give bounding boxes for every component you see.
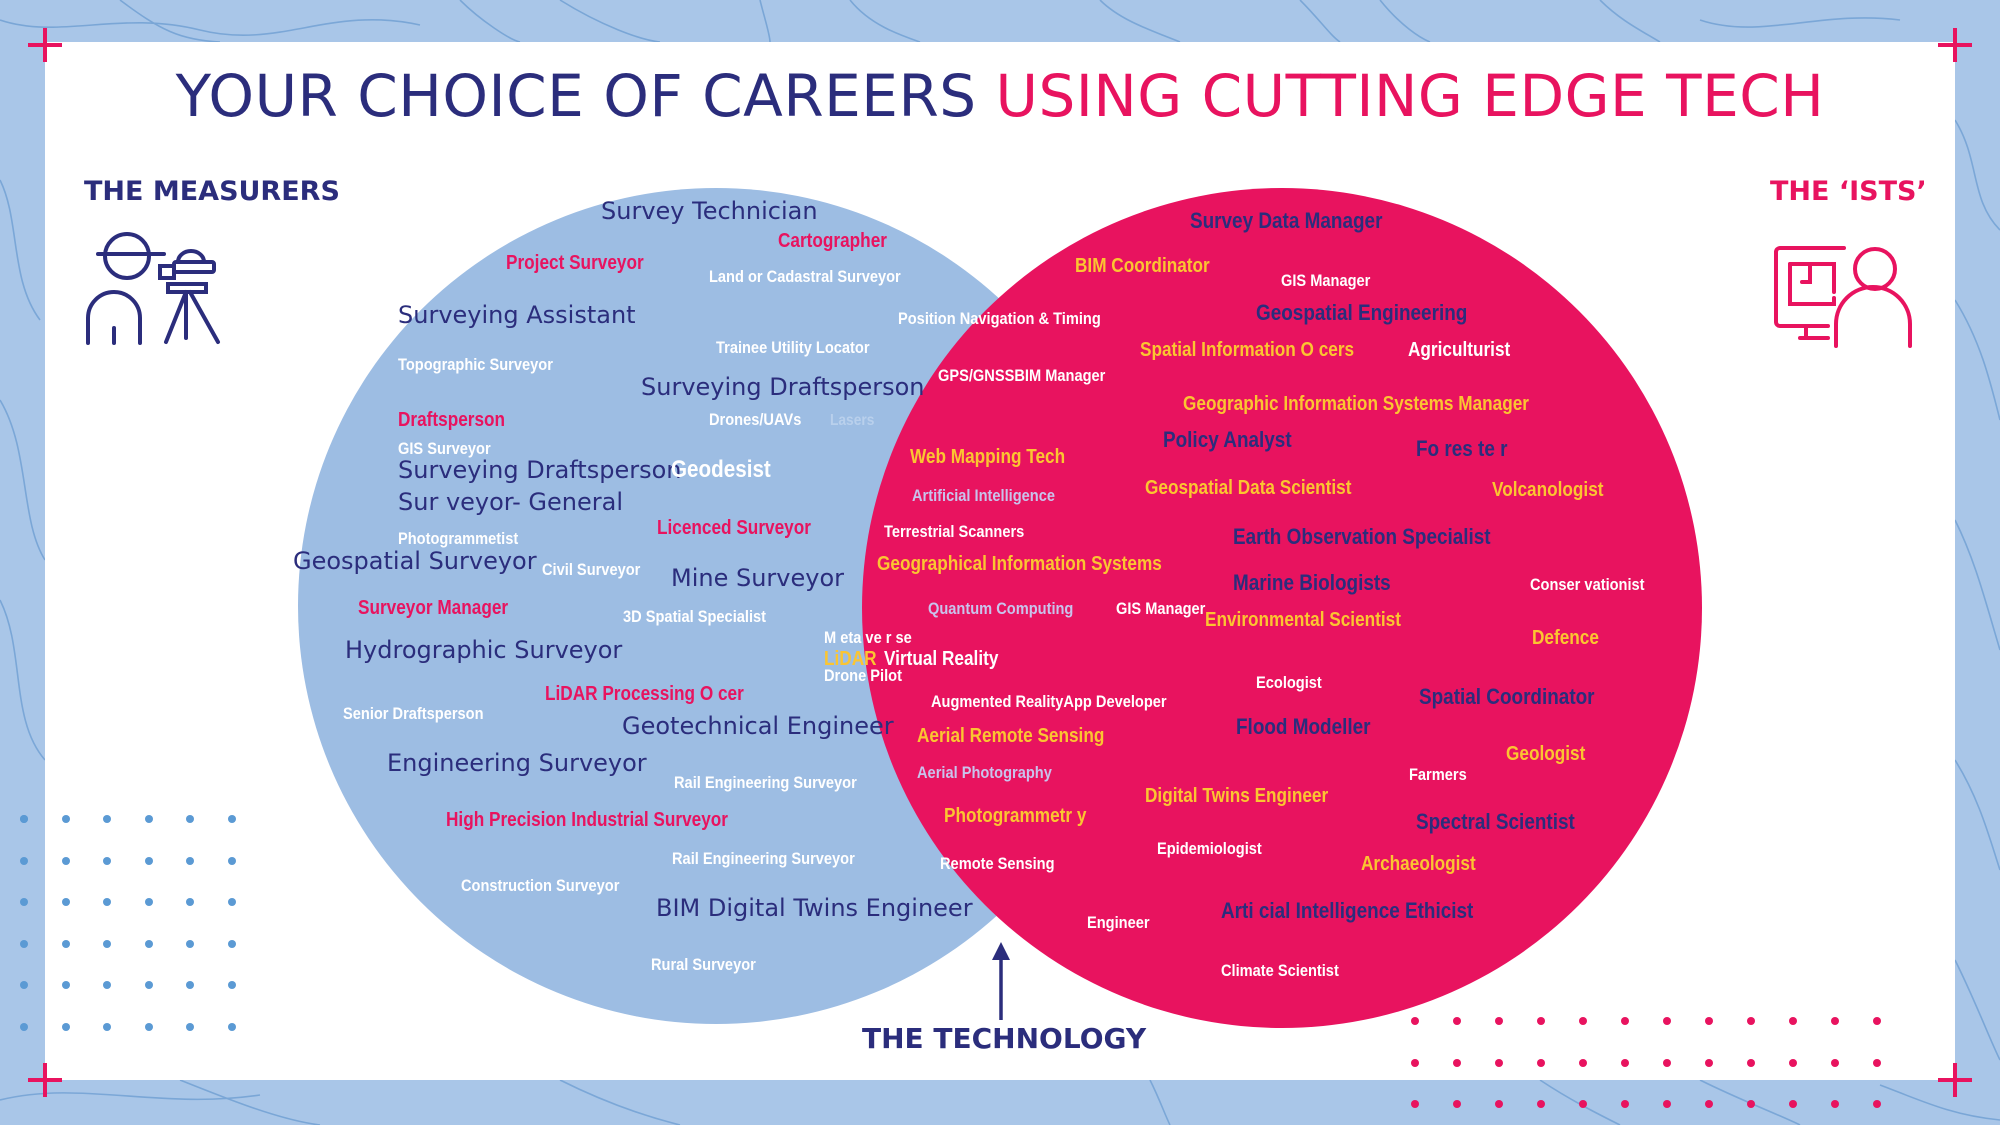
career-label: Earth Observation Specialist	[1233, 524, 1491, 550]
career-label: Project Surveyor	[506, 252, 644, 274]
career-label: Geodesist	[671, 455, 771, 483]
career-label: GIS Surveyor	[398, 439, 491, 459]
career-label: Hydrographic Surveyor	[345, 635, 623, 664]
career-label: Photogrammetist	[398, 529, 519, 549]
career-label: Geospatial Engineering	[1256, 300, 1468, 326]
career-label: Draftsperson	[398, 409, 506, 431]
career-label: Climate Scientist	[1221, 961, 1339, 981]
career-label: Marine Biologists	[1233, 570, 1391, 596]
career-label: LiDAR	[824, 648, 877, 670]
corner-cross-icon	[1938, 1063, 1972, 1097]
career-label: Conser vationist	[1530, 575, 1645, 595]
career-label: GIS Manager	[1116, 599, 1206, 619]
career-label: Lasers	[830, 412, 875, 430]
career-label: Geospatial Surveyor	[293, 546, 537, 575]
career-label: Spatial Information O cers	[1140, 339, 1355, 361]
career-label: Position Navigation & Timing	[898, 309, 1101, 329]
career-label: Geotechnical Engineer	[622, 711, 894, 740]
page-title: YOUR CHOICE OF CAREERS USING CUTTING EDG…	[0, 62, 2000, 130]
career-label: Surveying Draftsperson	[641, 372, 925, 401]
career-label: Survey Technician	[601, 196, 818, 225]
career-label: Policy Analyst	[1163, 427, 1292, 453]
career-label: Epidemiologist	[1157, 839, 1262, 859]
title-part-2: USING CUTTING EDGE TECH	[995, 62, 1825, 130]
career-label: Rural Surveyor	[651, 955, 756, 975]
career-label: Geologist	[1506, 743, 1586, 765]
career-label: M eta ve r se	[824, 628, 912, 648]
career-label: Arti cial Intelligence Ethicist	[1221, 898, 1474, 924]
corner-cross-icon	[1938, 28, 1972, 62]
career-label: Surveying Draftsperson	[398, 455, 682, 484]
career-label: GPS/GNSSBIM Manager	[938, 366, 1106, 386]
career-label: Digital Twins Engineer	[1145, 785, 1329, 807]
person-at-computer-icon	[1774, 246, 1912, 348]
career-label: Environmental Scientist	[1205, 609, 1401, 631]
career-label: Engineer	[1087, 913, 1150, 933]
career-label: Agriculturist	[1408, 339, 1511, 361]
career-label: Aerial Photography	[917, 763, 1052, 783]
career-label: BIM Coordinator	[1075, 255, 1210, 277]
surveyor-with-theodolite-icon	[86, 232, 220, 345]
career-label: Flood Modeller	[1236, 714, 1371, 740]
overlap-label: THE TECHNOLOGY	[862, 1022, 1147, 1055]
career-label: Licenced Surveyor	[657, 517, 811, 539]
career-label: Volcanologist	[1492, 479, 1604, 501]
career-label: Construction Surveyor	[461, 876, 620, 896]
career-label: Topographic Surveyor	[398, 355, 553, 375]
corner-cross-icon	[28, 28, 62, 62]
career-label: Aerial Remote Sensing	[917, 725, 1105, 747]
career-label: Drones/UAVs	[709, 410, 802, 430]
career-label: 3D Spatial Specialist	[623, 607, 767, 627]
career-label: Sur veyor- General	[398, 487, 623, 516]
left-group-heading: THE MEASURERS	[84, 176, 340, 207]
arrow-up-icon	[992, 942, 1010, 1020]
career-label: Defence	[1532, 627, 1599, 649]
career-label: Senior Draftsperson	[343, 704, 484, 724]
career-label: Geographical Information Systems	[877, 553, 1162, 575]
career-label: Trainee Utility Locator	[716, 338, 870, 358]
career-label: Surveyor Manager	[358, 597, 509, 619]
career-label: Terrestrial Scanners	[884, 522, 1025, 542]
ists-circle	[862, 188, 1702, 1028]
career-label: Web Mapping Tech	[910, 446, 1066, 468]
career-label: Farmers	[1409, 765, 1467, 785]
career-label: Quantum Computing	[928, 599, 1074, 619]
career-label: Geospatial Data Scientist	[1145, 477, 1352, 499]
career-label: Geographic Information Systems Manager	[1183, 393, 1530, 415]
career-label: Fo res te r	[1416, 436, 1508, 462]
career-label: Civil Surveyor	[542, 560, 641, 580]
career-label: Spectral Scientist	[1416, 809, 1575, 835]
right-group-heading: THE ‘ISTS’	[1770, 176, 1927, 207]
career-label: Virtual Reality	[884, 648, 999, 670]
career-label: Photogrammetr y	[944, 805, 1087, 827]
career-label: Engineering Surveyor	[387, 748, 647, 777]
career-label: Archaeologist	[1361, 853, 1476, 875]
career-label: Drone Pilot	[824, 666, 902, 686]
corner-cross-icon	[28, 1063, 62, 1097]
career-label: Mine Surveyor	[671, 563, 845, 592]
career-label: Surveying Assistant	[398, 300, 636, 329]
career-label: High Precision Industrial Surveyor	[446, 809, 728, 831]
career-label: Rail Engineering Surveyor	[672, 849, 855, 869]
career-label: Cartographer	[778, 230, 887, 252]
career-label: Remote Sensing	[940, 854, 1055, 874]
career-label: Spatial Coordinator	[1419, 684, 1595, 710]
title-part-1: YOUR CHOICE OF CAREERS	[175, 62, 977, 130]
career-label: Land or Cadastral Surveyor	[709, 267, 901, 287]
career-label: Artificial Intelligence	[912, 486, 1055, 506]
career-label: Ecologist	[1256, 673, 1322, 693]
career-label: LiDAR Processing O cer	[545, 683, 744, 705]
career-label: Rail Engineering Surveyor	[674, 773, 857, 793]
career-label: BIM Digital Twins Engineer	[656, 893, 973, 922]
career-label: Survey Data Manager	[1190, 208, 1383, 234]
career-label: Augmented RealityApp Developer	[931, 692, 1167, 712]
career-label: GIS Manager	[1281, 271, 1371, 291]
